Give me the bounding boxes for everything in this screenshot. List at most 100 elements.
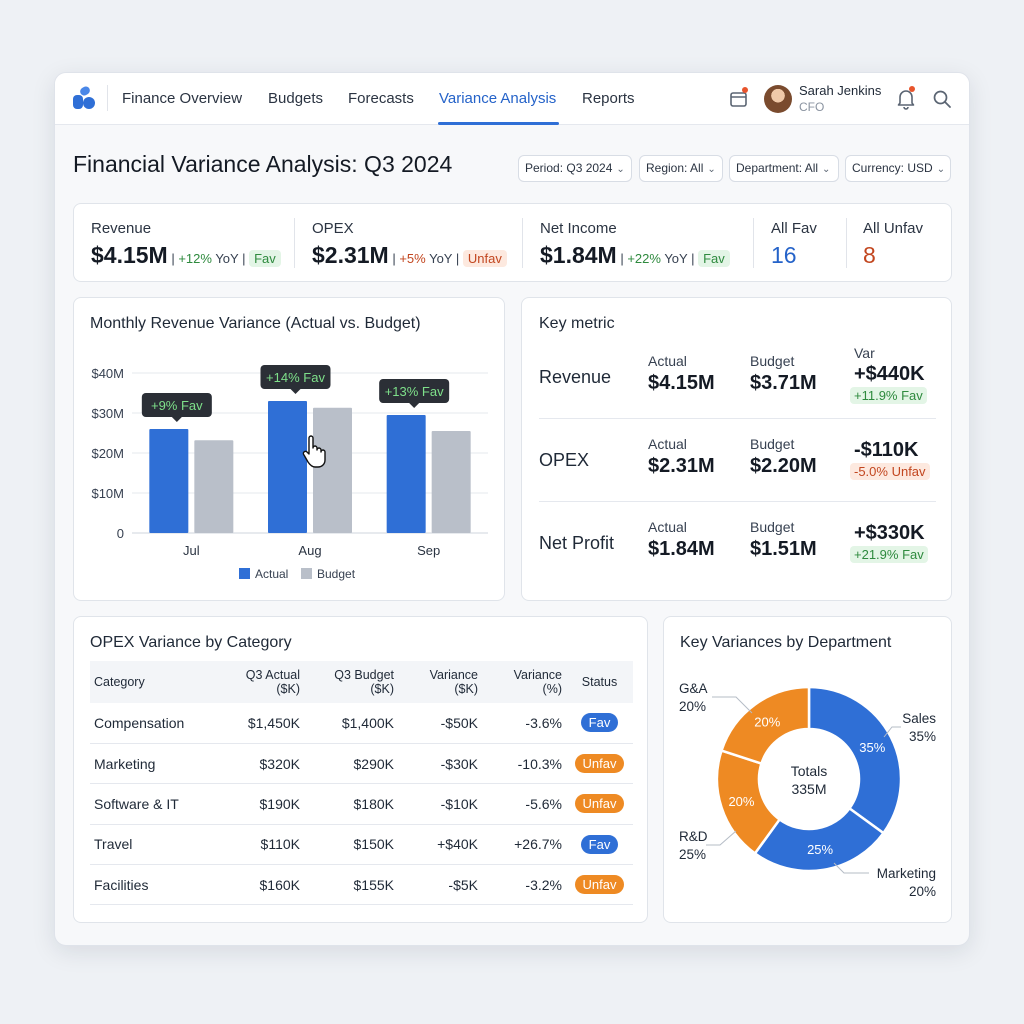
tooltip-background (379, 379, 450, 403)
nav-finance-overview[interactable]: Finance Overview (122, 90, 243, 107)
legend-swatch-budget (301, 568, 312, 579)
active-tab-indicator (438, 122, 559, 125)
opex-variance-table: Category Q3 Actual ($K) Q3 Budget ($K) Var… (90, 661, 633, 906)
variance-cell: -$30K (398, 743, 482, 785)
column-header-variance-pct[interactable]: Variance (%) (482, 661, 566, 703)
donut-segment-ga[interactable] (719, 685, 811, 766)
legend-label-budget: Budget (317, 567, 356, 581)
region-filter-dropdown[interactable]: Region: All ⌄ (639, 155, 723, 182)
kpi-divider (522, 218, 523, 268)
variance-pct-cell: -10.3% (482, 743, 566, 785)
y-tick-label: $20M (91, 446, 124, 461)
search-icon[interactable] (932, 89, 952, 109)
page-title: Financial Variance Analysis: Q3 2024 (73, 151, 453, 177)
key-metric-actual: $2.31M (648, 455, 715, 477)
outer-label-sales-name: Sales (902, 711, 936, 726)
bar-actual-sep[interactable] (386, 415, 426, 533)
category-cell: Compensation (90, 703, 206, 744)
revenue-variance-chart-card: Monthly Revenue Variance (Actual vs. Bud… (73, 297, 505, 601)
currency-filter-dropdown[interactable]: Currency: USD ⌄ (845, 155, 951, 182)
nav-forecasts[interactable]: Forecasts (348, 90, 414, 107)
key-metric-var-pct: +21.9% Fav (850, 546, 928, 563)
table-header-row: Category Q3 Actual ($K) Q3 Budget ($K) Var… (90, 661, 633, 703)
table-row[interactable]: Facilities $160K $155K -$5K -3.2% Unfav (90, 864, 633, 906)
kpi-revenue-separator: | (167, 251, 179, 266)
status-cell: Unfav (566, 783, 633, 825)
tooltip-label: +13% Fav (385, 384, 444, 399)
budget-label: Budget (750, 519, 795, 535)
user-name[interactable]: Sarah Jenkins (799, 83, 882, 98)
key-metric-actual: $1.84M (648, 538, 715, 560)
bar-budget-jul[interactable] (194, 440, 234, 533)
tooltip-background (260, 365, 331, 389)
actual-cell: $190K (206, 783, 304, 825)
outer-label-sales-pct: 35% (909, 729, 936, 744)
variance-pct-cell: -3.2% (482, 864, 566, 906)
tooltip-label: +14% Fav (266, 370, 325, 385)
outer-label-ga-pct: 20% (679, 699, 706, 714)
donut-center-value: 335M (791, 781, 826, 797)
key-metric-actual: $4.15M (648, 372, 715, 394)
status-cell: Unfav (566, 864, 633, 906)
kpi-net-income-separator-2: | (691, 251, 699, 266)
opex-variance-card: OPEX Variance by Category Category Q3 Ac… (73, 616, 648, 923)
bar-budget-sep[interactable] (431, 431, 471, 533)
key-metric-budget: $2.20M (750, 455, 817, 477)
column-header-variance[interactable]: Variance ($K) (398, 661, 482, 703)
chevron-down-icon: ⌄ (616, 164, 625, 175)
currency-filter-label: Currency: USD (852, 161, 933, 175)
donut-segment-sales[interactable] (807, 685, 903, 835)
revenue-bar-chart: 0 $10M $20M $30M $40M Jul +9% Fav Aug +14% Fav Se… (91, 365, 488, 581)
kpi-opex-amount: $2.31M (312, 242, 389, 268)
actual-cell: $320K (206, 743, 304, 785)
period-filter-dropdown[interactable]: Period: Q3 2024 ⌄ (518, 155, 632, 182)
nav-reports[interactable]: Reports (582, 90, 635, 107)
tooltip-label: +9% Fav (151, 398, 203, 413)
leader-line (883, 726, 901, 738)
x-tick-label: Sep (417, 543, 440, 558)
budget-header-line-1: Q3 Budget (334, 668, 394, 682)
nav-budgets[interactable]: Budgets (268, 90, 324, 107)
table-row[interactable]: Compensation $1,450K $1,400K -$50K -3.6%… (90, 703, 633, 744)
bar-actual-aug[interactable] (268, 401, 307, 533)
avatar[interactable] (764, 85, 792, 113)
outer-label-marketing-name: Marketing (877, 866, 936, 881)
period-filter-label: Period: Q3 2024 (525, 161, 613, 175)
column-header-actual[interactable]: Q3 Actual ($K) (206, 661, 304, 703)
category-cell: Travel (90, 824, 206, 866)
bell-icon[interactable] (896, 88, 916, 110)
leader-line (712, 696, 753, 714)
table-row[interactable]: Travel $110K $150K +$40K +26.7% Fav (90, 824, 633, 866)
kpi-opex-change: +5% (399, 251, 426, 266)
variance-pct-cell: -3.6% (482, 703, 566, 744)
opex-table-title: OPEX Variance by Category (90, 634, 292, 651)
kpi-opex-label: OPEX (312, 220, 354, 237)
hand-pointer-shape (302, 435, 326, 468)
table-row[interactable]: Marketing $320K $290K -$30K -10.3% Unfav (90, 743, 633, 785)
table-row[interactable]: Software & IT $190K $180K -$10K -5.6% Un… (90, 783, 633, 825)
user-role: CFO (799, 100, 825, 114)
logo-divider (107, 85, 108, 111)
kpi-summary-strip: Revenue $4.15M | +12% YoY | Fav OPEX $2.… (73, 203, 952, 282)
budget-label: Budget (750, 353, 795, 369)
kpi-all-unfav-value: 8 (863, 242, 876, 268)
app-logo-icon[interactable] (71, 85, 97, 111)
kpi-divider (294, 218, 295, 268)
tooltip-pointer (171, 417, 182, 422)
column-header-category[interactable]: Category (90, 661, 206, 703)
outer-label-marketing-pct: 20% (909, 884, 936, 899)
department-filter-dropdown[interactable]: Department: All ⌄ (729, 155, 839, 182)
status-badge: Unfav (574, 754, 625, 774)
donut-segment-marketing[interactable] (753, 806, 886, 873)
key-metric-title: Key metric (539, 315, 615, 332)
region-filter-label: Region: All (646, 161, 704, 175)
calendar-icon[interactable] (729, 89, 749, 109)
actual-header-line-2: ($K) (276, 682, 300, 696)
column-header-budget[interactable]: Q3 Budget ($K) (304, 661, 398, 703)
key-metric-row-name: Revenue (539, 367, 612, 387)
bar-budget-aug[interactable] (313, 407, 352, 533)
column-header-status[interactable]: Status (566, 661, 633, 703)
actual-label: Actual (648, 519, 687, 535)
bar-actual-jul[interactable] (149, 429, 189, 533)
nav-variance-analysis[interactable]: Variance Analysis (439, 90, 557, 107)
